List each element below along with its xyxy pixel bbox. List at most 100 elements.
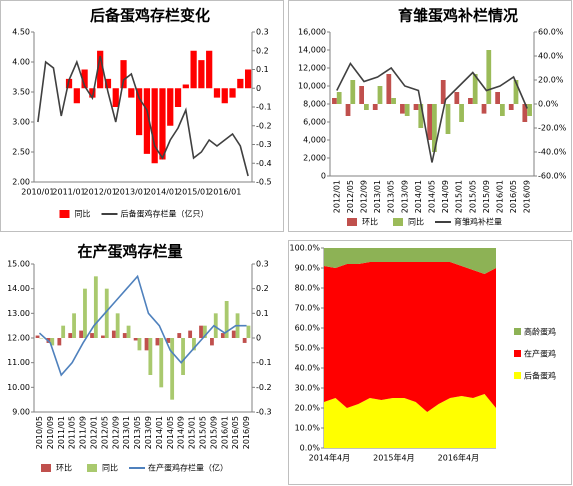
chart-panel: 育雏蛋鸡补栏情况 0 2,000 4,000 6,000 8,000 10,000 12,00…	[288, 0, 572, 232]
y2-tick-label: -0.3	[256, 408, 272, 417]
y2-tick-label: -0.3	[256, 140, 272, 149]
legend-label: 在产蛋鸡	[524, 349, 556, 359]
bar	[61, 325, 66, 338]
x-tick-label: 2016/05	[231, 416, 240, 449]
bar	[199, 325, 203, 338]
x-tick-label: 2014/09	[441, 180, 450, 213]
x-tick-label: 2012/05	[346, 180, 355, 213]
bar	[128, 88, 135, 98]
bar	[495, 92, 500, 104]
y2-tick-label: -40.0%	[538, 148, 567, 157]
y2-tick-label: 0.3	[256, 260, 269, 269]
line-series	[37, 55, 249, 177]
bar	[427, 104, 432, 140]
y-tick-label: 4,000	[303, 136, 326, 145]
x-tick-label: 2015/01	[177, 188, 210, 197]
bar	[89, 88, 96, 98]
bar	[486, 50, 492, 104]
bar	[126, 325, 131, 338]
y-tick-label: 20.0%	[295, 404, 321, 413]
y-tick-label: 90.0%	[295, 264, 321, 273]
bar	[170, 338, 175, 400]
y-tick-label: 0	[321, 172, 326, 181]
line-series	[38, 274, 247, 377]
bar	[148, 338, 153, 375]
y2-tick-label: 40.0%	[538, 52, 564, 61]
bar	[242, 338, 247, 343]
x-tick-label: 2016年4月	[438, 453, 479, 463]
bar	[413, 104, 419, 110]
bar	[190, 50, 197, 89]
y2-tick-label: -0.1	[256, 103, 272, 112]
bar	[359, 86, 364, 104]
bar	[97, 50, 104, 89]
y-tick-label: 2,000	[303, 154, 326, 163]
y2-tick-label: -0.2	[256, 121, 272, 130]
chart-title: 育雏蛋鸡补栏情况	[398, 7, 518, 25]
bar	[400, 104, 405, 114]
chart-panel: 后备蛋鸡存栏变化 2.00 2.50 3.00 3.50 4.00 4.50 -0.5 -0.4…	[0, 0, 284, 232]
legend-swatch	[514, 350, 521, 357]
x-tick-label: 2013/05	[387, 180, 396, 213]
x-tick-label: 2016/09	[523, 180, 532, 213]
bar	[332, 98, 337, 104]
legend-label: 高龄蛋鸡	[524, 327, 556, 337]
bar	[468, 98, 473, 104]
x-tick-label: 2015/01	[188, 416, 197, 449]
bar	[192, 338, 196, 351]
legend-swatch	[347, 218, 357, 226]
y-tick-label: 12,000	[298, 64, 326, 73]
bar	[372, 104, 378, 110]
y2-tick-label: 0.1	[256, 65, 269, 74]
x-tick-label: 2014/09	[177, 416, 186, 449]
x-tick-label: 2013/01	[373, 180, 382, 213]
legend-label: 同比	[408, 217, 424, 227]
bar	[79, 330, 84, 338]
y-tick-label: 4.00	[12, 58, 30, 67]
x-tick-label: 2010/01	[21, 188, 54, 197]
x-tick-label: 2012/01	[332, 180, 341, 213]
bar	[101, 335, 105, 338]
legend-label: 环比	[56, 463, 72, 473]
x-tick-label: 2015年4月	[373, 453, 414, 463]
x-tick-label: 2016/05	[509, 180, 518, 213]
bar	[151, 88, 158, 164]
bar	[472, 74, 478, 104]
x-tick-label: 2016/01	[220, 416, 229, 449]
x-tick-label: 2012/09	[360, 180, 369, 213]
panel-border	[288, 240, 572, 485]
bar	[57, 338, 62, 346]
bar	[159, 88, 166, 160]
bar	[500, 104, 505, 116]
chart-panel: 0.0% 10.0% 20.0% 30.0% 40.0% 50.0% 60.0% 70.0% 8…	[288, 240, 572, 485]
x-tick-label: 2012/01	[89, 416, 98, 449]
y-tick-label: 40.0%	[295, 364, 321, 373]
x-tick-label: 2010/09	[46, 416, 55, 449]
y2-tick-label: 0.0%	[538, 100, 559, 109]
y-tick-label: 8,000	[303, 100, 326, 109]
y-tick-label: 3.00	[12, 118, 30, 127]
x-tick-label: 2015/01	[455, 180, 464, 213]
x-tick-label: 2016/09	[242, 416, 251, 449]
bar	[182, 84, 189, 89]
bar	[237, 78, 244, 89]
bar	[220, 333, 225, 338]
legend-label: 后备蛋鸡	[524, 371, 556, 381]
legend-label: 育雏鸡补栏量	[454, 217, 502, 227]
y2-tick-label: 0.2	[256, 46, 269, 55]
bar	[527, 104, 532, 116]
bar	[83, 288, 87, 338]
bar	[210, 338, 214, 346]
y2-tick-label: 0	[256, 334, 261, 343]
bar	[377, 86, 383, 104]
area-series	[324, 248, 496, 274]
legend-label: 同比	[75, 209, 91, 219]
bar	[159, 338, 164, 388]
x-tick-label: 2014/01	[155, 416, 164, 449]
legend-label: 同比	[102, 463, 118, 473]
bar	[68, 333, 73, 338]
x-tick-label: 2015/09	[209, 416, 218, 449]
bar	[143, 88, 151, 154]
y2-tick-label: 0.2	[256, 284, 269, 293]
bar	[246, 325, 251, 338]
